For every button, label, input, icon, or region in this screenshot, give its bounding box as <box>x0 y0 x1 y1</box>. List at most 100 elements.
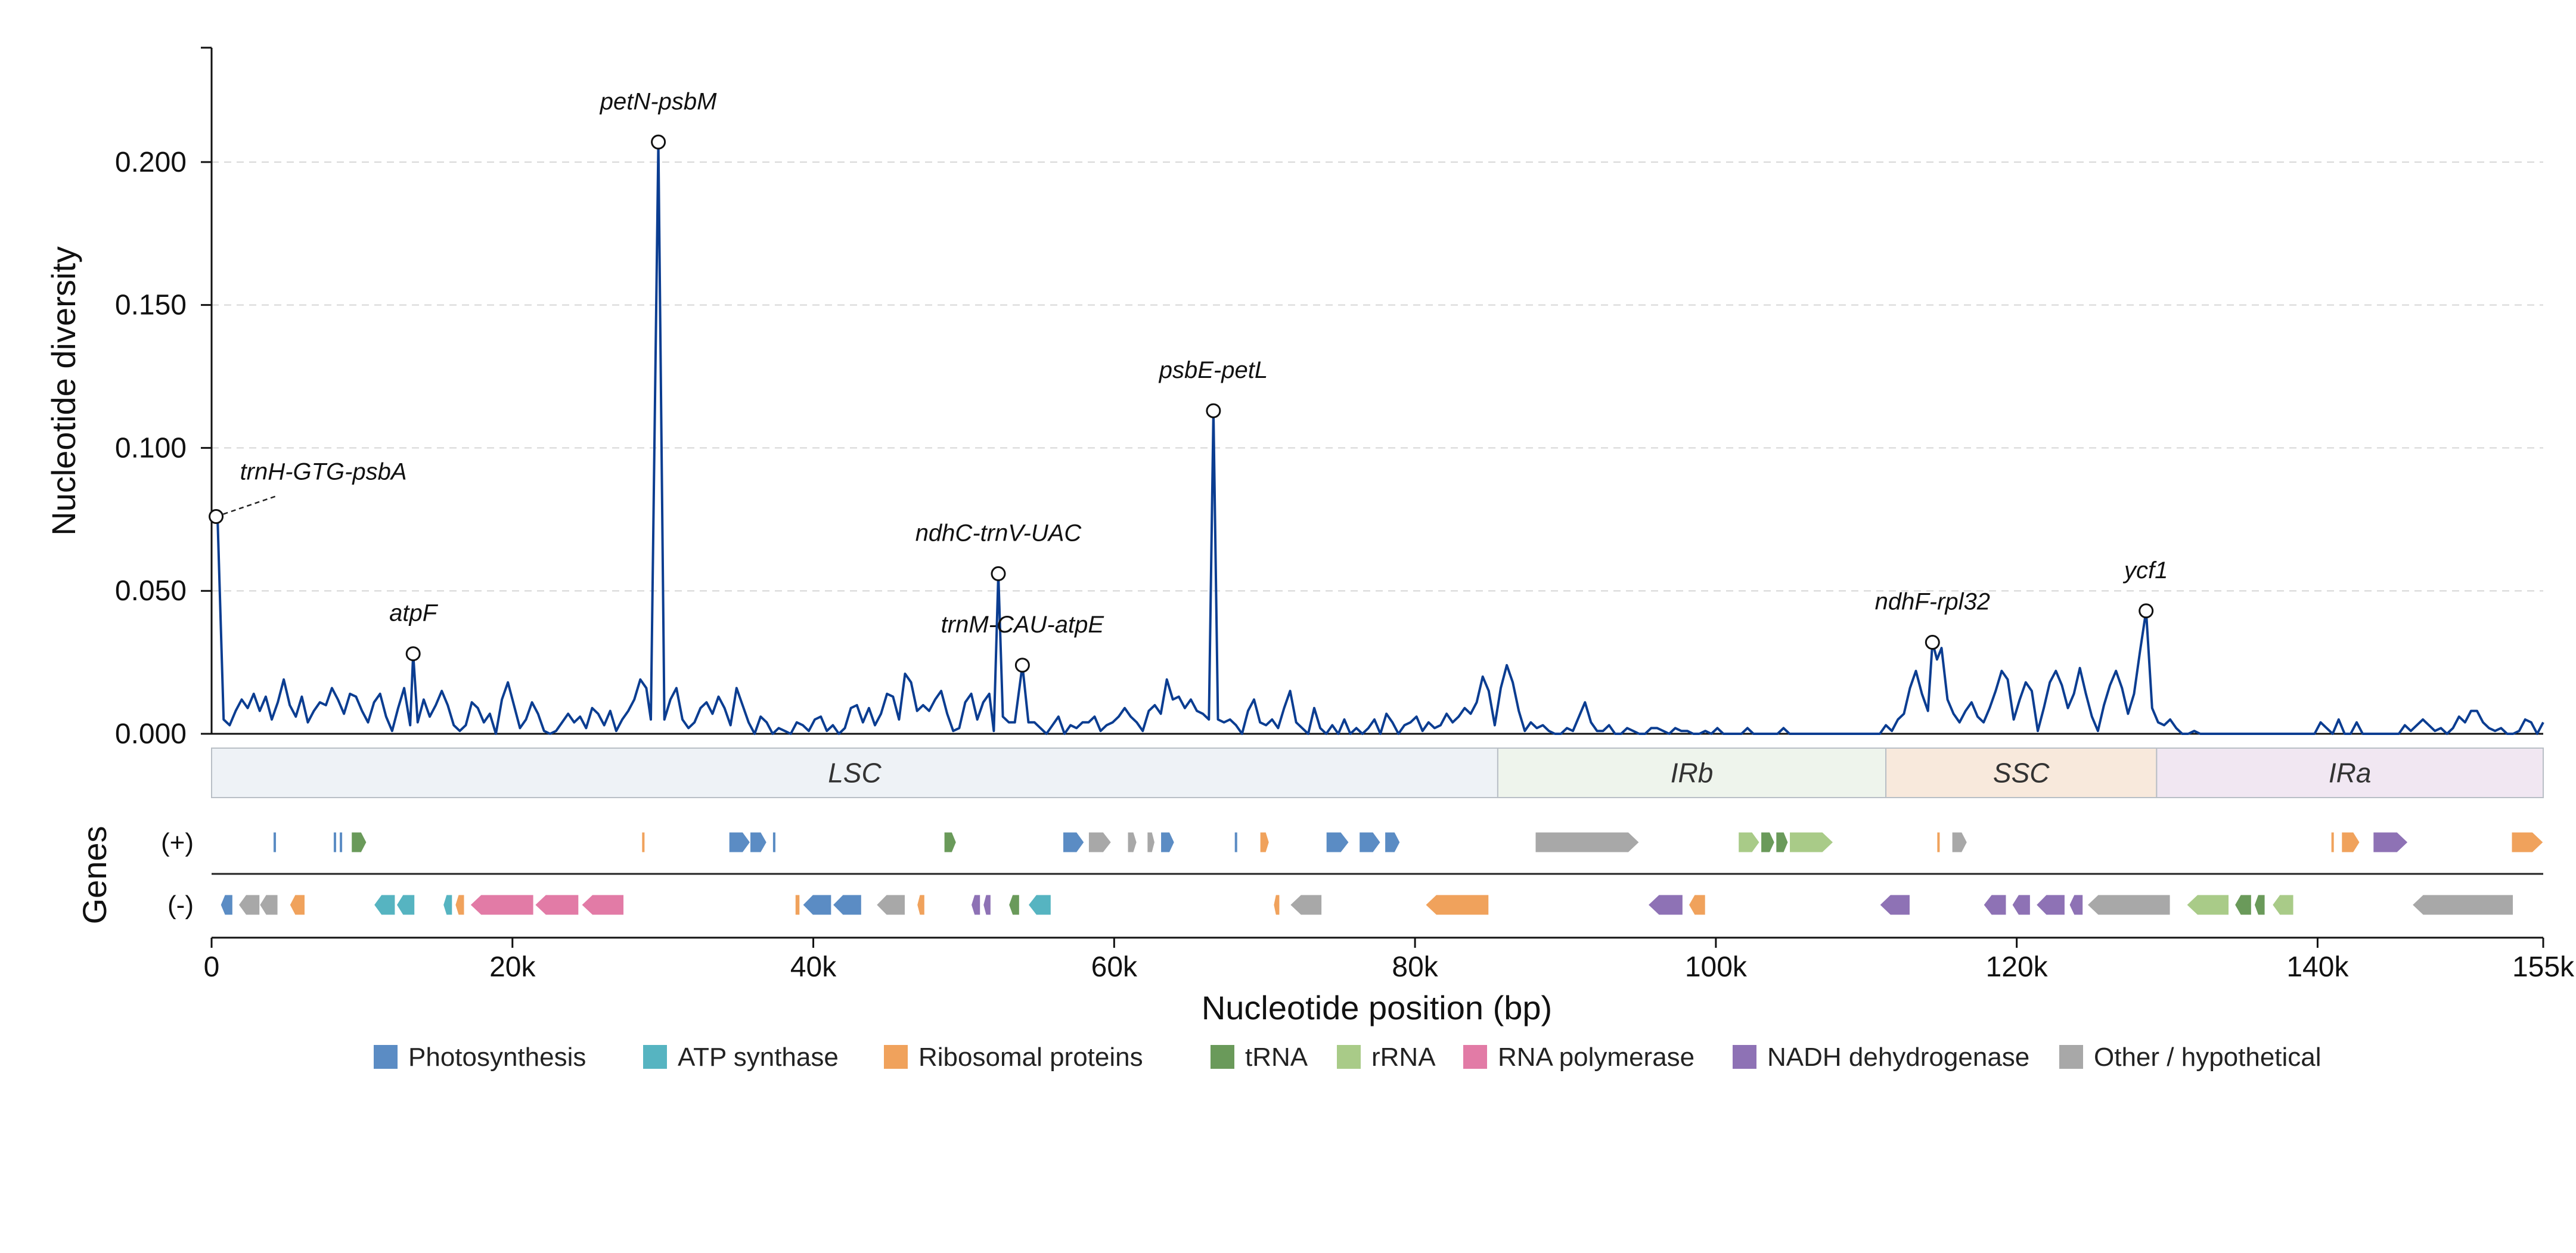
peak-marker <box>1014 657 1030 673</box>
region-label: IRb <box>1671 758 1714 789</box>
gene-minus <box>2012 894 2031 916</box>
y-tick-label: 0.200 <box>115 147 187 178</box>
x-axis-title: Nucleotide position (bp) <box>1202 989 1552 1026</box>
gene-minus <box>983 894 991 916</box>
gene-minus <box>396 894 415 916</box>
legend-entry: Ribosomal proteins <box>918 1043 1143 1072</box>
peak-label: ndhF-rpl32 <box>1875 589 1990 615</box>
diversity-series-line <box>211 141 2544 735</box>
gene-plus <box>339 832 343 853</box>
gene-plus <box>1738 832 1760 853</box>
gene-minus <box>2087 894 2171 916</box>
gene-minus <box>917 894 925 916</box>
gene-plus <box>2330 832 2335 853</box>
peak-label: petN-psbM <box>600 88 717 114</box>
strand-label-plus: (+) <box>161 828 194 857</box>
legend-entry: Photosynthesis <box>408 1043 586 1072</box>
gene-minus <box>443 894 453 916</box>
gene-plus <box>2373 832 2409 853</box>
legend-entry: NADH dehydrogenase <box>1767 1043 2029 1072</box>
legend: Photosynthesis ATP synthase Ribosomal prot… <box>374 1043 2321 1072</box>
region-ira <box>2156 748 2544 798</box>
region-track: LSC IRb SSC IRa <box>211 748 2544 798</box>
gene-minus <box>1289 894 1323 916</box>
gene-plus <box>1385 832 1401 853</box>
legend-entry: RNA polymerase <box>1498 1043 1694 1072</box>
legend-swatch <box>1463 1045 1487 1069</box>
x-tick-label: 120k <box>1986 951 2049 983</box>
gene-plus <box>1234 832 1238 853</box>
axes: 0.000 0.050 0.100 0.150 0.200 0 20k 40k 60k 80k 10… <box>115 46 2575 983</box>
x-tick-label: 155k <box>2512 951 2575 983</box>
strand-label-minus: (-) <box>167 891 194 920</box>
gene-minus <box>802 894 832 916</box>
legend-swatch <box>374 1045 398 1069</box>
gene-minus <box>2254 894 2265 916</box>
region-irb <box>1497 748 1887 798</box>
peak-marker <box>405 646 421 662</box>
gene-plus <box>944 832 957 853</box>
y-tick-label: 0.100 <box>115 432 187 464</box>
legend-swatch <box>884 1045 908 1069</box>
gene-plus <box>1127 832 1137 853</box>
gene-plus <box>728 832 751 853</box>
gene-minus <box>238 894 260 916</box>
x-tick-label: 60k <box>1091 951 1138 983</box>
gene-plus <box>1535 832 1640 853</box>
gene-plus <box>2341 832 2360 853</box>
gene-minus <box>2035 894 2065 916</box>
gene-plus <box>641 832 645 853</box>
x-tick-label: 100k <box>1685 951 1748 983</box>
gene-minus <box>2186 894 2230 916</box>
region-lsc <box>211 748 1498 798</box>
peak-marker <box>2139 603 2154 619</box>
gene-minus <box>1008 894 1020 916</box>
y-tick-label: 0.000 <box>115 718 187 750</box>
legend-swatch <box>1733 1045 1756 1069</box>
x-tick-label: 140k <box>2286 951 2349 983</box>
gene-minus <box>2069 894 2084 916</box>
gene-minus <box>1688 894 1706 916</box>
legend-swatch <box>1337 1045 1361 1069</box>
gene-plus <box>1088 832 1112 853</box>
gene-minus <box>1028 894 1051 916</box>
legend-swatch <box>1211 1045 1234 1069</box>
gene-minus <box>794 894 800 916</box>
region-label: SSC <box>1993 758 2050 789</box>
gene-plus <box>1789 832 1834 853</box>
gene-minus <box>289 894 305 916</box>
x-tick-label: 20k <box>489 951 536 983</box>
gene-plus <box>1936 832 1941 853</box>
gene-plus <box>1063 832 1085 853</box>
peak-marker <box>1925 635 1940 650</box>
gene-minus <box>455 894 465 916</box>
x-tick-label: 80k <box>1392 951 1438 983</box>
region-ssc <box>1885 748 2158 798</box>
y-axis-title: Nucleotide diversity <box>45 246 82 536</box>
gene-plus <box>1776 832 1789 853</box>
gene-plus <box>1259 832 1270 853</box>
legend-entry: ATP synthase <box>678 1043 839 1072</box>
gene-minus <box>259 894 278 916</box>
gene-minus <box>470 894 534 916</box>
legend-entry: rRNA <box>1371 1043 1436 1072</box>
gene-track: (+) (-) <box>161 828 2544 939</box>
gene-minus <box>1983 894 2007 916</box>
gene-plus <box>1951 832 1967 853</box>
legend-swatch <box>2059 1045 2083 1069</box>
gene-minus <box>1647 894 1683 916</box>
peak-marker <box>651 134 666 150</box>
gene-minus <box>971 894 981 916</box>
gene-plus <box>351 832 367 853</box>
gridlines <box>212 161 2543 592</box>
legend-entry: Other / hypothetical <box>2094 1043 2321 1072</box>
gene-plus <box>1160 832 1175 853</box>
y-tick-label: 0.150 <box>115 290 187 321</box>
peak-label: psbE-petL <box>1159 357 1268 383</box>
gene-plus <box>1147 832 1155 853</box>
peak-marker <box>1206 403 1221 418</box>
peak-label: ycf1 <box>2122 557 2168 584</box>
peak-label: trnH-GTG-psbA <box>240 459 407 485</box>
genes-axis-title: Genes <box>76 826 113 925</box>
